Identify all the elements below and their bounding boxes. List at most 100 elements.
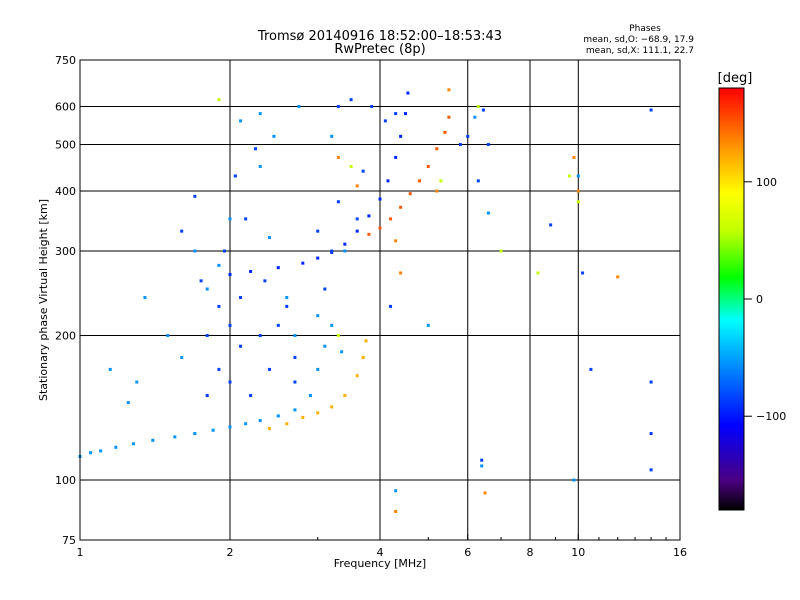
data-point: [228, 323, 232, 327]
data-point: [263, 279, 267, 283]
data-point: [223, 249, 227, 253]
data-point: [343, 394, 347, 398]
x-tick-label: 2: [227, 546, 234, 559]
data-point: [293, 380, 297, 384]
x-tick-label: 6: [464, 546, 471, 559]
data-point: [108, 367, 112, 371]
data-point: [549, 223, 553, 227]
x-tick-label: 1: [77, 546, 84, 559]
data-point: [443, 130, 447, 134]
data-point: [228, 273, 232, 277]
data-point: [435, 147, 439, 151]
data-point: [389, 304, 393, 308]
y-tick-label: 75: [62, 534, 76, 547]
data-point: [211, 428, 215, 432]
data-point: [330, 323, 334, 327]
data-point: [330, 134, 334, 138]
data-point: [406, 91, 410, 95]
data-point: [355, 229, 359, 233]
data-point: [267, 427, 271, 431]
y-tick-label: 750: [55, 54, 76, 67]
data-point: [649, 380, 653, 384]
data-point: [483, 491, 487, 495]
data-point: [193, 432, 197, 436]
data-point: [399, 134, 403, 138]
data-point: [349, 98, 353, 102]
data-point: [316, 411, 320, 415]
data-point: [239, 119, 243, 123]
data-point: [276, 414, 280, 418]
data-point: [572, 478, 576, 482]
colorbar-ticks: 100 0 −100: [744, 176, 786, 423]
data-point: [239, 296, 243, 300]
data-point: [244, 422, 248, 426]
data-point: [378, 197, 382, 201]
data-point: [361, 355, 365, 359]
chart-title: Tromsø 20140916 18:52:00–18:53:43: [257, 29, 502, 44]
y-tick-label: 400: [55, 185, 76, 198]
data-point: [336, 105, 340, 109]
data-point: [364, 339, 368, 343]
data-point: [249, 394, 253, 398]
x-axis-label: Frequency [MHz]: [334, 557, 426, 570]
data-point: [399, 205, 403, 209]
data-point: [272, 134, 276, 138]
y-tick-label: 300: [55, 245, 76, 258]
data-point: [466, 134, 470, 138]
data-point: [301, 415, 305, 419]
data-point: [166, 334, 170, 338]
data-point: [301, 261, 305, 265]
data-point: [340, 350, 344, 354]
data-point: [426, 323, 430, 327]
data-point: [399, 271, 403, 275]
data-point: [276, 323, 280, 327]
data-point: [330, 249, 334, 253]
data-point: [355, 374, 359, 378]
data-point: [458, 143, 462, 147]
data-point: [285, 304, 289, 308]
data-point: [417, 179, 421, 183]
data-point: [476, 105, 480, 109]
data-point: [447, 115, 451, 119]
data-point: [386, 179, 390, 183]
data-point: [244, 217, 248, 221]
data-point: [285, 296, 289, 300]
data-point: [536, 271, 540, 275]
data-point: [151, 438, 155, 442]
data-point: [114, 445, 118, 449]
data-point: [394, 509, 398, 513]
data-point: [228, 217, 232, 221]
data-point: [228, 380, 232, 384]
data-point: [486, 211, 490, 215]
data-point: [336, 155, 340, 159]
data-point: [205, 334, 209, 338]
y-tick-label: 100: [55, 474, 76, 487]
data-point: [217, 263, 221, 267]
data-point: [217, 98, 221, 102]
data-point: [649, 108, 653, 112]
stats-heading: Phases: [629, 24, 661, 34]
data-point: [285, 422, 289, 426]
stats-o-mode: mean, sd,O: −68.9, 17.9: [583, 35, 694, 45]
data-point: [199, 279, 203, 283]
data-point: [205, 394, 209, 398]
data-point: [367, 214, 371, 218]
data-point: [408, 192, 412, 196]
data-point: [589, 367, 593, 371]
colorbar-tick-label: 100: [756, 176, 777, 189]
colorbar-tick-label: 0: [756, 293, 763, 306]
data-point: [131, 442, 135, 446]
data-point: [330, 405, 334, 409]
data-point: [99, 449, 103, 453]
data-point: [323, 287, 327, 291]
data-point: [649, 432, 653, 436]
data-point: [228, 425, 232, 429]
data-point: [576, 189, 580, 193]
data-point: [567, 174, 571, 178]
data-point: [355, 184, 359, 188]
data-point: [343, 249, 347, 253]
data-point: [649, 468, 653, 472]
data-point: [267, 367, 271, 371]
data-point: [173, 435, 177, 439]
